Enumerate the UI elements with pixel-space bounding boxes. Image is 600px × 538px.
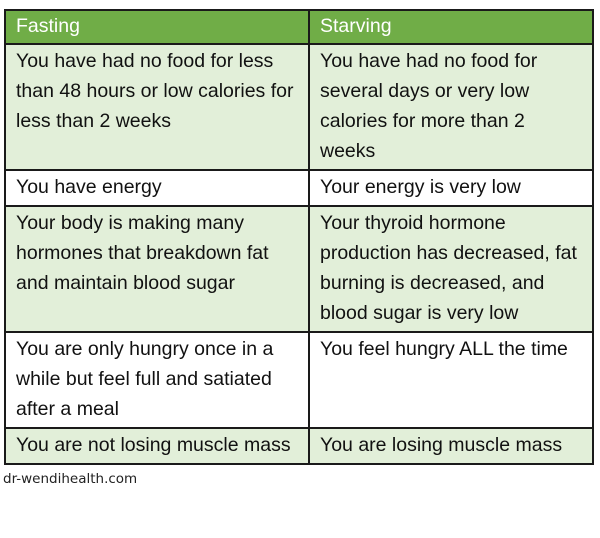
cell: You are only hungry once in a while but … [4,331,310,429]
cell: You have had no food for several days or… [308,43,594,171]
table-row: You have had no food for less than 48 ho… [4,43,594,171]
header-starving: Starving [308,9,594,45]
table-row: You have energy Your energy is very low [4,169,594,207]
cell: You have had no food for less than 48 ho… [4,43,310,171]
cell: You have energy [4,169,310,207]
table-row: Your body is making many hormones that b… [4,205,594,333]
table-row: You are not losing muscle mass You are lo… [4,427,594,465]
header-row: Fasting Starving [4,9,594,45]
cell: You are not losing muscle mass [4,427,310,465]
cell: Your energy is very low [308,169,594,207]
page-content: Fasting Starving You have had no food fo… [3,9,594,487]
comparison-table: Fasting Starving You have had no food fo… [4,9,594,465]
table-row: You are only hungry once in a while but … [4,331,594,429]
source-credit: dr-wendihealth.com [3,471,138,487]
cell: Your body is making many hormones that b… [4,205,310,333]
header-fasting: Fasting [4,9,310,45]
cell: You feel hungry ALL the time [308,331,594,429]
cell: Your thyroid hormone production has decr… [308,205,594,333]
cell: You are losing muscle mass [308,427,594,465]
